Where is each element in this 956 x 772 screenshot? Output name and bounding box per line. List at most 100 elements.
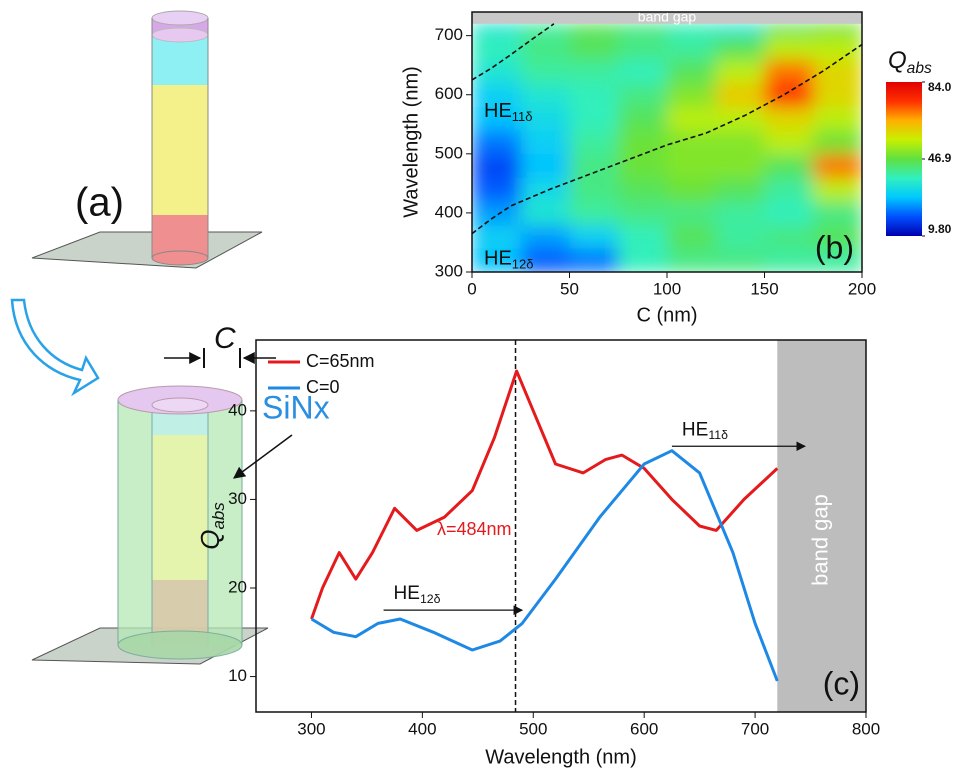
heat-cell — [618, 201, 667, 225]
heat-cell — [618, 83, 667, 107]
heat-cell — [472, 177, 521, 201]
heat-cell — [813, 154, 862, 178]
heat-cell — [521, 154, 570, 178]
heat-cell — [813, 201, 862, 225]
curve-label-sub: 11δ — [512, 109, 533, 124]
series-line — [312, 451, 778, 681]
heat-cell — [570, 24, 619, 36]
x-tick-label: 150 — [750, 279, 778, 298]
y-tick-label: 40 — [228, 400, 247, 419]
heat-cell — [765, 59, 814, 83]
heat-cell — [667, 24, 716, 36]
x-tick-label: 100 — [653, 279, 681, 298]
heat-cell — [765, 248, 814, 272]
heat-cell — [716, 177, 765, 201]
panel-label: (c) — [823, 665, 860, 701]
panel-a: (a) C SiNx — [12, 11, 330, 664]
colorbar-tick-label: 84.0 — [928, 80, 952, 94]
marker-label: λ=484nm — [437, 519, 512, 539]
heat-cell — [618, 154, 667, 178]
heat-cell — [716, 59, 765, 83]
y-tick-label: 300 — [435, 261, 463, 280]
x-tick-label: 600 — [630, 719, 658, 738]
annotation-label-base: HE — [394, 583, 420, 604]
heat-cell — [618, 225, 667, 249]
heat-cell — [716, 24, 765, 36]
heat-cell — [667, 107, 716, 131]
panel-label: (b) — [815, 229, 854, 265]
colorbar-title-base: Q — [888, 47, 907, 74]
dimension-label: C — [214, 322, 236, 355]
y-tick-label: 400 — [435, 202, 463, 221]
heat-cell — [472, 59, 521, 83]
heat-cell — [765, 225, 814, 249]
heat-cell — [667, 177, 716, 201]
heat-cell — [813, 24, 862, 36]
heat-cell — [618, 24, 667, 36]
heat-cell — [618, 107, 667, 131]
heat-cell — [716, 36, 765, 60]
heat-cell — [570, 83, 619, 107]
heat-cell — [521, 130, 570, 154]
heat-cell — [765, 177, 814, 201]
heat-cell — [667, 225, 716, 249]
x-axis-label: C (nm) — [636, 304, 697, 326]
x-tick-label: 800 — [852, 719, 880, 738]
heat-cell — [813, 107, 862, 131]
annotation-label: HE12δ — [394, 583, 441, 606]
heat-cell — [765, 83, 814, 107]
panel-label: (a) — [75, 181, 124, 225]
x-tick-label: 50 — [560, 279, 579, 298]
heat-cell — [570, 248, 619, 272]
heat-cell — [667, 130, 716, 154]
heat-cell — [570, 107, 619, 131]
heat-cell — [521, 225, 570, 249]
heatmap-field — [472, 24, 863, 273]
heat-cell — [813, 83, 862, 107]
heat-cell — [813, 59, 862, 83]
annotation-label-sub: 11δ — [708, 428, 728, 442]
heat-cell — [570, 177, 619, 201]
heat-cell — [618, 130, 667, 154]
colorbar-tick-label: 46.9 — [928, 151, 952, 165]
heat-cell — [716, 83, 765, 107]
x-tick-label: 500 — [519, 719, 547, 738]
colorbar-title: Qabs — [888, 47, 932, 77]
band-gap-label: band gap — [807, 494, 832, 586]
y-tick-label: 600 — [435, 84, 463, 103]
heat-cell — [570, 130, 619, 154]
legend-label: C=0 — [306, 377, 340, 397]
heat-cell — [667, 83, 716, 107]
heat-cell — [765, 154, 814, 178]
curve-label-base: HE — [484, 248, 512, 270]
annotation-label-sub: 12δ — [420, 592, 441, 606]
heat-cell — [667, 201, 716, 225]
x-tick-label: 700 — [741, 719, 769, 738]
heat-cell — [521, 36, 570, 60]
heat-cell — [765, 24, 814, 36]
heat-cell — [521, 59, 570, 83]
colorbar-title-sub: abs — [907, 60, 932, 77]
y-tick-label: 20 — [228, 577, 247, 596]
heat-cell — [765, 107, 814, 131]
heat-cell — [570, 59, 619, 83]
curve-label-base: HE — [484, 100, 512, 122]
figure: (a) C SiNx band gapHE11δHE12δ30040050060… — [0, 0, 956, 772]
heat-cell — [813, 130, 862, 154]
y-axis-label-base: Q — [195, 530, 225, 550]
y-tick-label: 500 — [435, 143, 463, 162]
heat-cell — [472, 130, 521, 154]
heat-cell — [618, 36, 667, 60]
x-tick-label: 200 — [848, 279, 876, 298]
heat-cell — [667, 36, 716, 60]
heat-cell — [716, 225, 765, 249]
heat-cell — [765, 36, 814, 60]
heat-cell — [765, 130, 814, 154]
heat-cell — [618, 59, 667, 83]
band-gap-label: band gap — [638, 9, 697, 25]
x-axis-label: Wavelength (nm) — [485, 746, 637, 768]
colorbar-tick-label: 9.80 — [928, 222, 952, 236]
heat-cell — [813, 36, 862, 60]
heat-cell — [570, 36, 619, 60]
y-axis-label-sub: abs — [209, 502, 228, 530]
